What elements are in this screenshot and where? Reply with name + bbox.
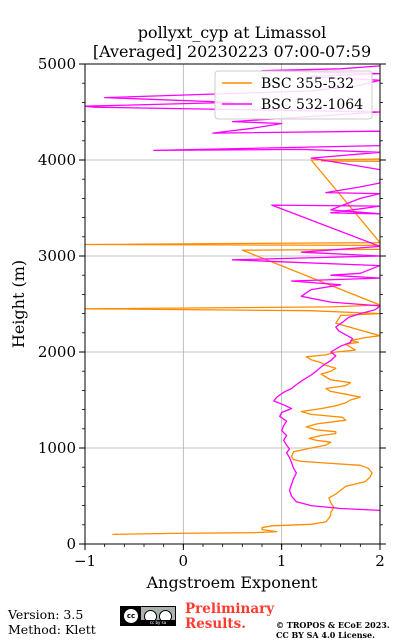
cc-icon: cc [124,609,138,623]
legend-label-bsc-532-1064: BSC 532-1064 [261,97,363,113]
angstroem-profile-chart: pollyxt_cyp at Limassol [Averaged] 20230… [9,23,386,592]
copyright-notice: © TROPOS & ECoE 2023. CC BY SA 4.0 Licen… [276,620,390,640]
axis-ticks [79,63,386,550]
x-tick-label: −1 [74,552,96,570]
footer-info: Version: 3.5 Method: Klett [8,607,96,637]
results-line: Results. [185,616,246,632]
x-tick-label: 0 [179,552,189,570]
y-tick-label: 2000 [38,343,76,361]
legend: BSC 355-532 BSC 532-1064 [214,70,373,120]
y-tick-label: 4000 [38,151,76,169]
x-tick-label: 1 [277,552,287,570]
plot-frame [84,63,381,545]
y-axis-label: Height (m) [9,260,28,348]
preliminary-line: Preliminary [185,601,275,617]
cc-license-badge-icon: cc cc by sa [120,606,176,626]
series-line-bsc-355-532 [85,158,380,536]
y-tick-label: 5000 [38,55,76,73]
cc-badge-label: cc by sa [141,620,175,625]
legend-label-bsc-355-532: BSC 355-532 [261,76,354,92]
x-axis-label: Angstroem Exponent [146,573,318,592]
chart-title: pollyxt_cyp at Limassol [138,23,327,42]
grid-lines [84,63,381,545]
preliminary-results-notice: Preliminary Results. [185,602,274,632]
chart-subtitle: [Averaged] 20230223 07:00-07:59 [93,42,371,61]
y-tick-label: 3000 [38,247,76,265]
x-tick-label: 2 [375,552,385,570]
version-text: Version: 3.5 [8,607,84,622]
legend-box [214,70,373,120]
y-tick-label: 1000 [38,439,76,457]
copyright-line: © TROPOS & ECoE 2023. [276,620,390,630]
method-text: Method: Klett [8,622,96,637]
license-line: CC BY SA 4.0 License. [276,630,375,640]
series-layer [85,65,380,536]
y-tick-label: 0 [66,535,76,553]
series-line-bsc-532-1064 [85,65,380,512]
